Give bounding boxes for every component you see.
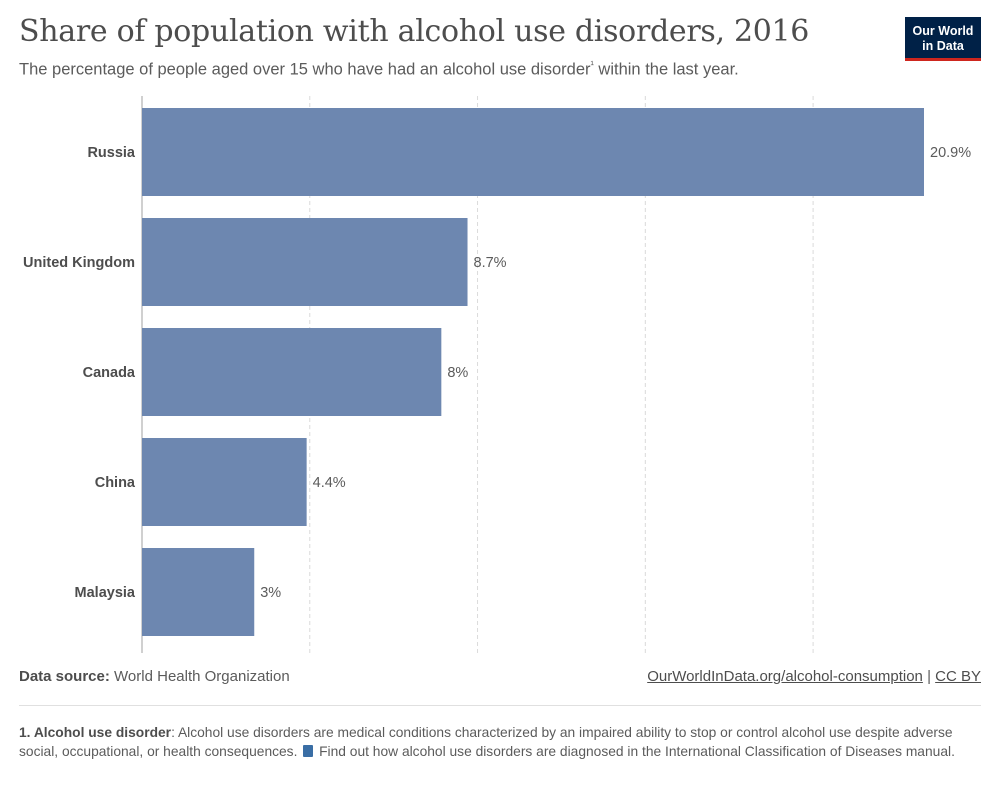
footnote-ref[interactable]: ¹ [590, 60, 594, 71]
value-label: 8% [447, 365, 468, 381]
category-label: Canada [83, 365, 136, 381]
source-link[interactable]: OurWorldInData.org/alcohol-consumption [647, 668, 923, 685]
source-key: Data source: [19, 668, 110, 685]
source-value: World Health Organization [114, 668, 290, 685]
value-label: 4.4% [313, 475, 346, 491]
chart-title: Share of population with alcohol use dis… [19, 14, 810, 49]
footer: Data source: World Health Organization O… [19, 668, 981, 685]
footnote: 1. Alcohol use disorder: Alcohol use dis… [19, 724, 981, 761]
category-label: Malaysia [75, 585, 136, 601]
category-label: China [95, 475, 136, 491]
owid-logo[interactable]: Our World in Data [905, 17, 981, 61]
footer-links: OurWorldInData.org/alcohol-consumption |… [647, 668, 981, 685]
book-icon [303, 744, 314, 757]
bar-malaysia [142, 548, 255, 636]
category-label: United Kingdom [23, 255, 135, 271]
subtitle-text-end: within the last year. [593, 60, 739, 79]
footnote-term: 1. Alcohol use disorder [19, 725, 172, 740]
footnote-text: : Alcohol use disorders are medical cond… [19, 725, 953, 759]
logo-line-2: in Data [922, 39, 964, 53]
footer-divider [19, 705, 981, 706]
bar-chart: Russia 20.9% United Kingdom 8.7% Canada 8% Chi… [23, 96, 971, 653]
footnote-link[interactable]: Find out how alcohol use disorders are d… [319, 743, 955, 759]
bar-russia [142, 108, 924, 196]
bar-china [142, 438, 307, 526]
value-label: 20.9% [930, 145, 971, 161]
value-label: 8.7% [474, 255, 507, 271]
chart-subtitle: The percentage of people aged over 15 wh… [19, 60, 879, 80]
license-link[interactable]: CC BY [935, 668, 981, 685]
logo-line-1: Our World [912, 24, 974, 38]
category-label: Russia [87, 145, 135, 161]
value-label: 3% [260, 585, 281, 601]
subtitle-text: The percentage of people aged over 15 wh… [19, 60, 591, 79]
bar-canada [142, 328, 442, 416]
footer-separator: | [927, 668, 931, 685]
bar-united-kingdom [142, 218, 468, 306]
